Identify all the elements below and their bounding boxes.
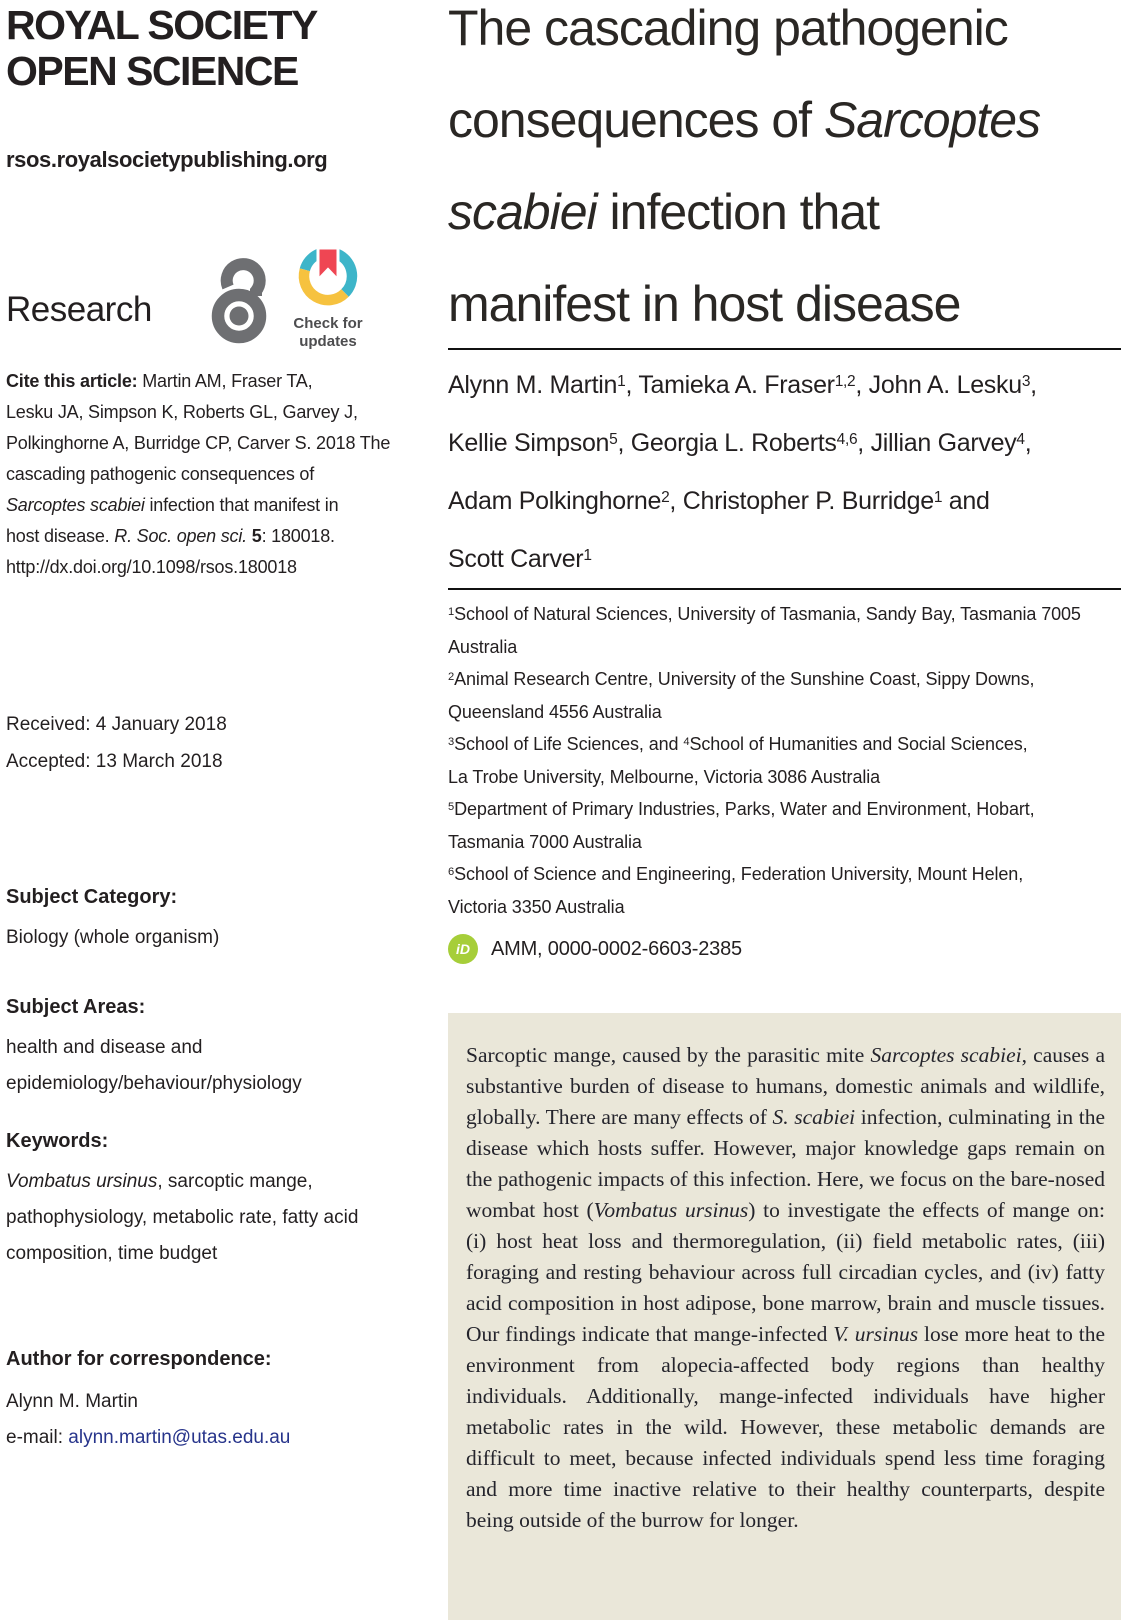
affiliations: 1School of Natural Sciences, University …: [448, 604, 1081, 917]
keywords-value: Vombatus ursinus, sarcoptic mange, pathop…: [6, 1171, 359, 1264]
author-list: Alynn M. Martin1, Tamieka A. Fraser1,2, …: [448, 371, 1037, 573]
orcid-icon[interactable]: iD: [448, 934, 478, 964]
journal-logo: ROYAL SOCIETY OPEN SCIENCE: [6, 2, 318, 94]
orcid-id-text: AMM, 0000-0002-6603-2385: [491, 937, 742, 960]
email-prefix: e-mail:: [6, 1427, 69, 1448]
check-updates-icon: [298, 246, 358, 306]
abstract-text: Sarcoptic mange, caused by the parasitic…: [466, 1043, 1105, 1532]
subject-areas-value: health and disease and epidemiology/behav…: [6, 1037, 302, 1094]
citation-block: Cite this article: Martin AM, Fraser TA,…: [6, 371, 391, 577]
open-access-icon: [210, 252, 268, 348]
correspondence-name: Alynn M. Martin: [6, 1391, 138, 1412]
correspondence-heading: Author for correspondence:: [6, 1348, 272, 1370]
article-title: The cascading pathogenic consequences of …: [448, 0, 1041, 332]
accepted-date: Accepted: 13 March 2018: [6, 751, 223, 772]
received-date: Received: 4 January 2018: [6, 714, 227, 735]
section-label: Research: [6, 290, 152, 329]
journal-logo-line1: ROYAL SOCIETY: [6, 2, 318, 48]
journal-site-link[interactable]: rsos.royalsocietypublishing.org: [6, 147, 328, 172]
check-updates-badge[interactable]: Check for updates: [282, 246, 374, 351]
email-link[interactable]: alynn.martin@utas.edu.au: [68, 1427, 291, 1448]
divider-authors-affiliations: [448, 588, 1121, 590]
subject-category-heading: Subject Category:: [6, 886, 178, 908]
correspondence-email-line: e-mail: alynn.martin@utas.edu.au: [6, 1420, 290, 1456]
orcid-row: iD AMM, 0000-0002-6603-2385: [448, 934, 742, 964]
keywords-heading: Keywords:: [6, 1130, 109, 1152]
history-dates: Received: 4 January 2018 Accepted: 13 Ma…: [6, 706, 227, 780]
badge-caption-line2: updates: [299, 333, 357, 350]
subject-category-value: Biology (whole organism): [6, 927, 220, 948]
subject-areas-heading: Subject Areas:: [6, 996, 146, 1018]
divider-title-authors: [448, 348, 1121, 350]
abstract-box: Sarcoptic mange, caused by the parasitic…: [448, 1013, 1121, 1620]
journal-logo-line2: OPEN SCIENCE: [6, 48, 299, 94]
badge-caption-line1: Check for: [293, 315, 363, 332]
